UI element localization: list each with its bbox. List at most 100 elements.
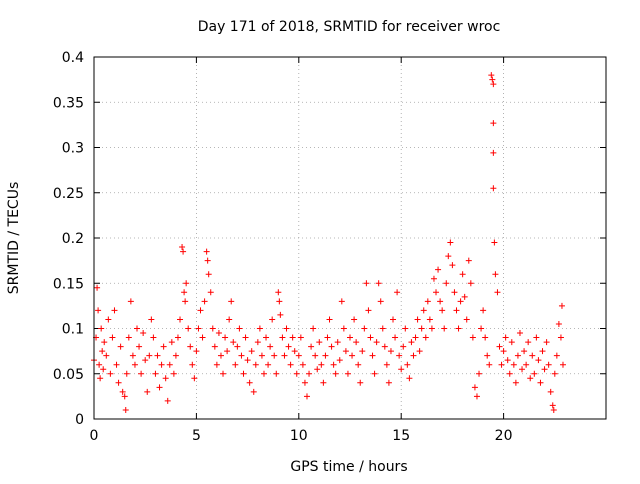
data-points <box>91 72 566 413</box>
data-point <box>279 334 286 341</box>
data-point <box>500 348 507 355</box>
data-point <box>152 370 159 377</box>
data-point <box>330 361 337 368</box>
data-point <box>369 352 376 359</box>
data-point <box>105 316 112 323</box>
data-point <box>240 370 247 377</box>
data-point <box>531 370 538 377</box>
data-point <box>232 361 239 368</box>
data-point <box>310 325 317 332</box>
data-point <box>451 289 458 296</box>
data-point <box>277 311 284 318</box>
data-point <box>318 361 325 368</box>
data-point <box>527 375 534 382</box>
data-point <box>404 361 411 368</box>
data-point <box>213 361 220 368</box>
data-point <box>101 339 108 346</box>
data-point <box>433 289 440 296</box>
data-point <box>396 352 403 359</box>
data-point <box>353 339 360 346</box>
y-tick-label: 0.35 <box>53 95 84 111</box>
data-point <box>295 352 302 359</box>
data-point <box>521 348 528 355</box>
data-point <box>201 298 208 305</box>
data-point <box>263 334 270 341</box>
data-point <box>506 370 513 377</box>
data-point <box>543 339 550 346</box>
data-point <box>445 253 452 260</box>
data-point <box>484 352 491 359</box>
data-point <box>322 352 329 359</box>
data-point <box>490 149 497 156</box>
data-point <box>204 257 211 264</box>
chart-title: Day 171 of 2018, SRMTID for receiver wro… <box>198 19 501 35</box>
data-point <box>510 361 517 368</box>
data-point <box>338 298 345 305</box>
data-point <box>537 379 544 386</box>
data-point <box>558 302 565 309</box>
data-point <box>121 393 128 400</box>
data-point <box>166 361 173 368</box>
data-point <box>390 316 397 323</box>
data-point <box>256 325 263 332</box>
data-point <box>463 316 470 323</box>
data-point <box>115 379 122 386</box>
data-point <box>164 397 171 404</box>
data-point <box>119 388 126 395</box>
data-point <box>174 334 181 341</box>
data-point <box>260 370 267 377</box>
data-point <box>359 348 366 355</box>
data-point <box>457 298 464 305</box>
plot-frame <box>93 56 607 420</box>
data-point <box>365 307 372 314</box>
data-point <box>246 379 253 386</box>
data-point <box>519 366 526 373</box>
data-point <box>476 370 483 377</box>
data-point <box>541 366 548 373</box>
data-point <box>217 352 224 359</box>
data-point <box>242 334 249 341</box>
data-point <box>238 352 245 359</box>
data-point <box>489 76 496 83</box>
data-point <box>142 357 149 364</box>
data-point <box>95 307 102 314</box>
data-point <box>375 280 382 287</box>
data-point <box>316 339 323 346</box>
data-point <box>254 339 261 346</box>
x-tick-label: 5 <box>192 428 201 444</box>
data-point <box>490 120 497 127</box>
data-point <box>156 384 163 391</box>
data-point <box>136 343 143 350</box>
data-point <box>402 325 409 332</box>
data-point <box>494 289 501 296</box>
data-point <box>273 370 280 377</box>
y-tick-label: 0 <box>75 412 84 428</box>
data-point <box>545 361 552 368</box>
data-point <box>107 370 114 377</box>
data-point <box>336 357 343 364</box>
data-point <box>465 257 472 264</box>
data-point <box>289 334 296 341</box>
data-point <box>420 307 427 314</box>
data-point <box>222 334 229 341</box>
data-point <box>172 352 179 359</box>
data-point <box>138 370 145 377</box>
data-point <box>185 325 192 332</box>
data-point <box>424 298 431 305</box>
data-point <box>473 393 480 400</box>
data-point <box>502 334 509 341</box>
data-point <box>324 334 331 341</box>
y-tick-label: 0.1 <box>62 322 84 338</box>
data-point <box>461 293 468 300</box>
data-point <box>189 361 196 368</box>
data-point <box>504 357 511 364</box>
data-point <box>181 289 188 296</box>
data-point <box>449 262 456 269</box>
data-point <box>416 348 423 355</box>
data-point <box>488 72 495 79</box>
data-point <box>250 388 257 395</box>
data-point <box>271 352 278 359</box>
data-point <box>308 343 315 350</box>
data-point <box>109 334 116 341</box>
